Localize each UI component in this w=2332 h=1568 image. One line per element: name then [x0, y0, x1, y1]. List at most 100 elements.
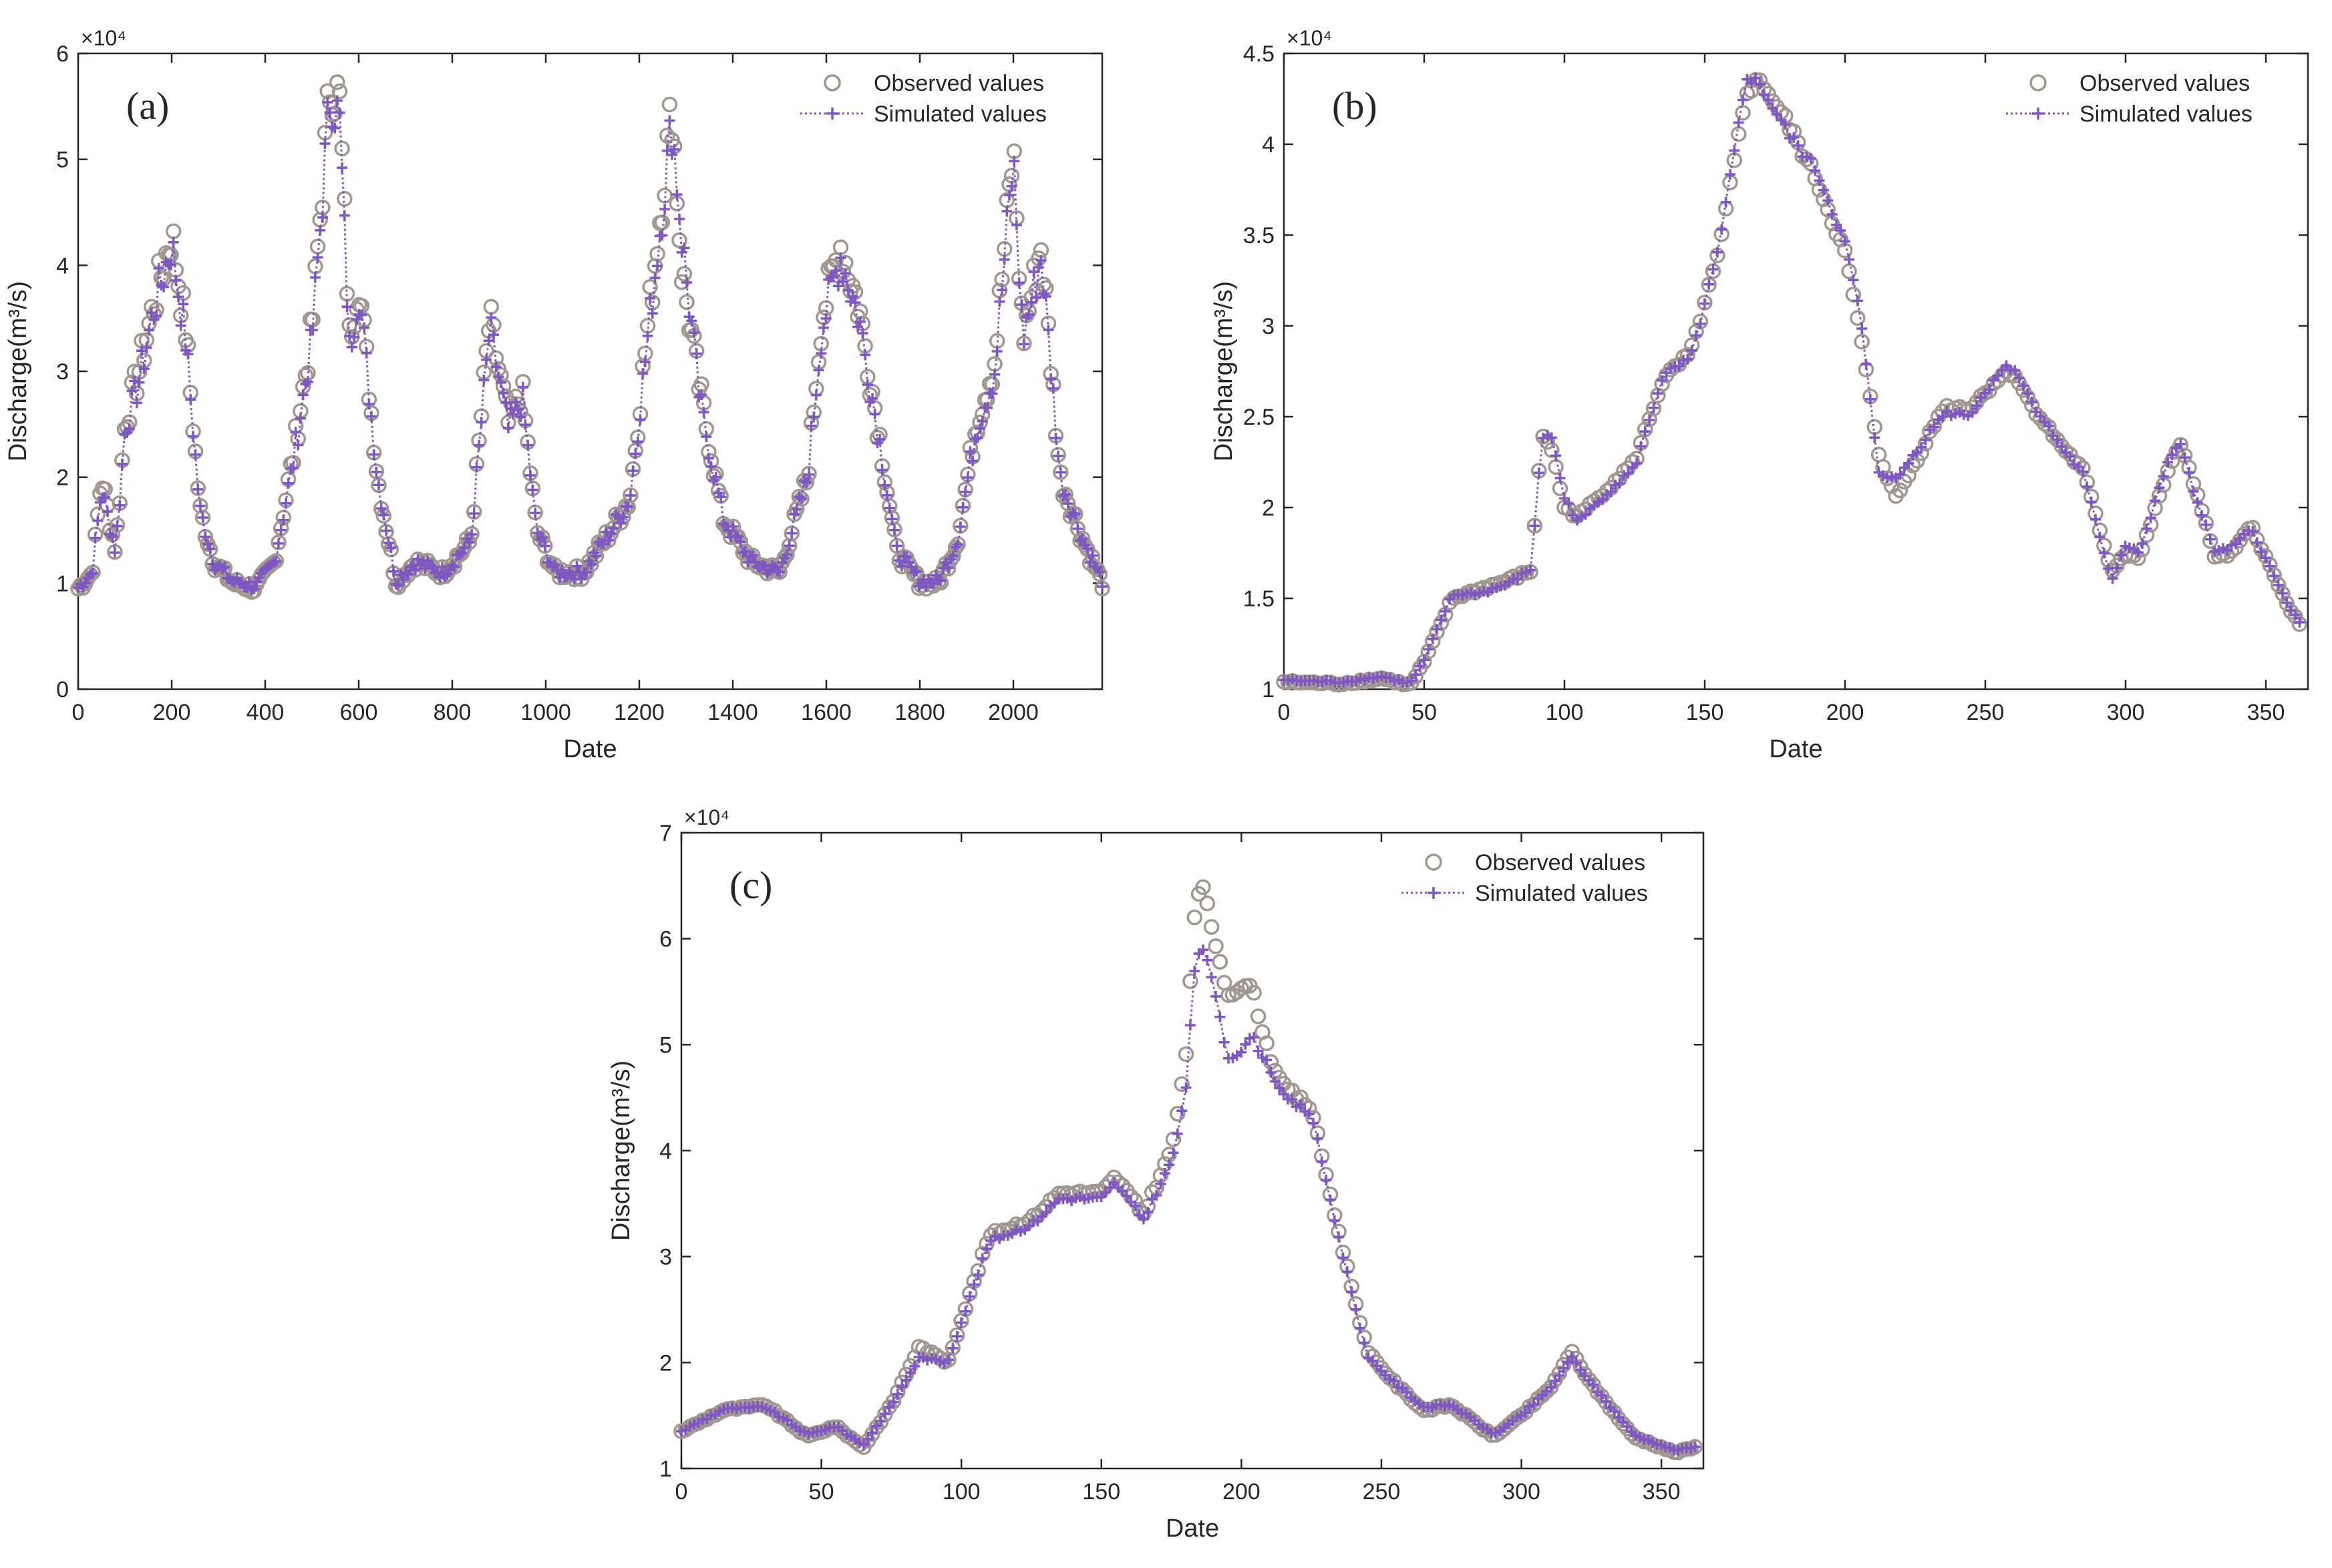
simulated-point: [866, 1427, 878, 1438]
simulated-point: [1072, 523, 1084, 534]
simulated-point: [1159, 1168, 1170, 1179]
simulated-point: [982, 402, 993, 413]
x-tick-label: 0: [72, 700, 85, 725]
simulated-point: [322, 97, 333, 108]
y-multiplier-label: ×10⁴: [81, 26, 126, 50]
y-multiplier-label: ×10⁴: [684, 805, 729, 829]
simulated-point: [2022, 388, 2033, 399]
y-tick-label: 2.5: [1243, 405, 1275, 430]
simulated-point: [459, 542, 470, 554]
simulated-point: [1673, 361, 1685, 372]
simulated-point: [2150, 495, 2161, 506]
simulated-point: [2017, 381, 2029, 391]
observed-point: [312, 212, 328, 228]
simulated-point: [1040, 290, 1051, 302]
simulated-point: [530, 508, 541, 519]
x-tick-label: 350: [1643, 1479, 1681, 1505]
chart-panel-c: 0 50 100 150 200 250 300 350 1 2 3 4 5 6 7 (c) ×10⁴ Date D…: [607, 805, 1705, 1543]
observed-point: [1050, 447, 1066, 463]
simulated-point: [341, 301, 353, 313]
simulated-point: [493, 371, 504, 383]
x-tick-label: 200: [153, 700, 191, 725]
simulated-point: [818, 322, 829, 333]
simulated-point: [1703, 278, 1715, 290]
simulated-point: [1558, 493, 1570, 504]
observed-point: [1850, 310, 1866, 326]
simulated-point: [703, 453, 714, 464]
y-axis-label: Discharge(m³/s): [4, 281, 32, 461]
simulated-point: [1528, 1399, 1540, 1410]
y-tick-label: 4: [659, 1139, 672, 1164]
observed-point: [2045, 428, 2061, 444]
simulated-point: [1004, 190, 1015, 201]
simulated-point: [847, 290, 858, 302]
simulated-point: [935, 575, 947, 586]
simulated-point: [170, 274, 182, 286]
simulated-point: [124, 423, 135, 435]
simulated-point: [1062, 498, 1073, 510]
simulated-point: [1554, 472, 1566, 483]
simulated-point: [2086, 496, 2097, 508]
simulated-point: [1031, 292, 1042, 303]
simulated-point: [409, 564, 421, 576]
simulated-point: [652, 260, 663, 272]
simulated-point: [478, 375, 490, 386]
y-tick-label: 1.5: [1243, 586, 1275, 612]
simulated-point: [488, 329, 499, 341]
simulated-point: [319, 138, 331, 149]
simulated-point: [1711, 246, 1723, 258]
y-tick-label: 1: [659, 1456, 672, 1482]
simulated-point: [601, 526, 612, 538]
simulated-point: [1303, 1109, 1315, 1120]
simulated-point: [114, 500, 126, 511]
simulated-point: [1248, 1032, 1260, 1043]
simulated-point: [1094, 566, 1106, 578]
observed-point: [1462, 1410, 1478, 1426]
simulated-point: [483, 335, 494, 347]
simulated-point: [1436, 614, 1447, 626]
simulated-point: [92, 515, 104, 526]
x-tick-label: 1200: [614, 700, 665, 725]
simulated-point: [1686, 345, 1697, 356]
x-tick-label: 400: [246, 700, 285, 725]
simulated-point: [2145, 512, 2156, 524]
simulated-point: [669, 144, 680, 155]
observed-point: [659, 128, 675, 144]
observed-point: [1178, 1046, 1194, 1062]
simulated-point: [664, 115, 675, 126]
x-tick-label: 150: [1082, 1479, 1120, 1505]
simulated-point: [1253, 1045, 1264, 1056]
simulated-point: [1410, 669, 1422, 680]
legend-observed-label: Observed values: [1475, 850, 1645, 875]
simulated-point: [1180, 1082, 1192, 1093]
simulated-point: [627, 465, 639, 476]
observed-point: [2275, 586, 2291, 602]
simulated-point: [502, 422, 514, 433]
observed-point: [657, 188, 673, 204]
simulated-point: [1575, 1364, 1586, 1376]
simulated-point: [2098, 548, 2110, 559]
simulated-point: [2277, 588, 2288, 599]
simulated-point: [126, 385, 138, 397]
plot-frame: [1283, 52, 2309, 691]
simulated-point: [349, 331, 360, 343]
simulated-point: [2269, 570, 2280, 582]
y-axis-label: Discharge(m³/s): [607, 1060, 635, 1241]
simulated-point: [1388, 1376, 1399, 1387]
simulated-point: [175, 320, 186, 331]
observed-point: [1246, 984, 1262, 1001]
x-tick-label: 600: [340, 700, 378, 725]
observed-point: [194, 510, 211, 526]
legend-simulated-marker: [2032, 108, 2044, 120]
simulated-point: [2204, 534, 2216, 545]
simulated-point: [975, 423, 986, 434]
simulated-point: [490, 361, 502, 373]
x-tick-label: 1800: [894, 700, 945, 725]
simulated-point: [200, 531, 211, 542]
simulated-point: [185, 394, 196, 405]
simulated-point: [642, 331, 653, 341]
simulated-point: [586, 559, 597, 570]
simulated-point: [197, 512, 208, 523]
simulated-point: [960, 486, 971, 498]
simulated-point: [524, 469, 536, 481]
